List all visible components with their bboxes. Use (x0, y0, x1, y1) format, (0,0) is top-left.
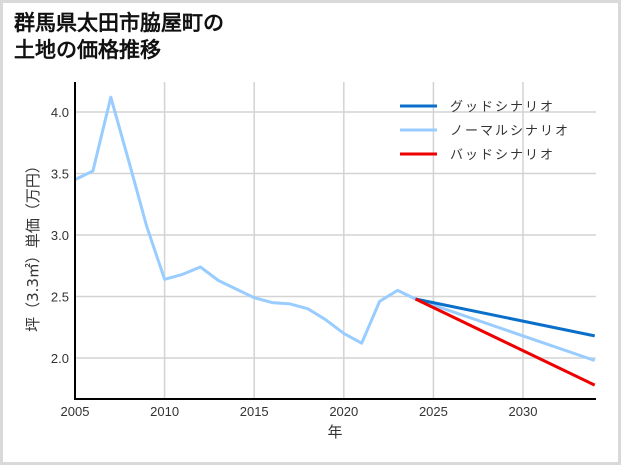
x-axis-label: 年 (327, 423, 342, 441)
series-line (415, 297, 596, 338)
x-tick-label: 2025 (419, 404, 448, 419)
legend-item: バッドシナリオ (400, 148, 555, 163)
legend-label: グッドシナリオ (450, 100, 555, 115)
chart-title-line1: 群馬県太田市脇屋町の (14, 11, 224, 35)
series-line (414, 297, 596, 387)
y-tick-label: 4.0 (51, 105, 69, 120)
data-lines (75, 95, 596, 387)
x-tick-label: 2015 (240, 404, 269, 419)
y-tick-labels: 2.0 2.5 3.0 3.5 4.0 (51, 105, 69, 366)
legend-label: ノーマルシナリオ (450, 124, 570, 139)
series-line (75, 95, 596, 362)
grid-lines (75, 82, 596, 399)
x-tick-label: 2030 (509, 404, 538, 419)
axes (74, 82, 596, 400)
chart-title-line2: 土地の価格推移 (14, 38, 161, 62)
y-axis-label: 坪（3.3㎡）単価（万円） (24, 158, 42, 332)
x-tick-label: 2010 (150, 404, 179, 419)
x-tick-label: 2020 (329, 404, 358, 419)
legend-label: バッドシナリオ (450, 148, 555, 163)
y-tick-label: 3.5 (51, 167, 69, 182)
y-tick-label: 3.0 (51, 228, 69, 243)
y-tick-label: 2.0 (51, 351, 69, 366)
x-tick-label: 2005 (61, 404, 90, 419)
legend-item: グッドシナリオ (400, 100, 555, 115)
x-tick-labels: 2005 2010 2015 2020 2025 2030 (61, 404, 538, 419)
chart-title: 群馬県太田市脇屋町の 土地の価格推移 (14, 10, 224, 64)
legend-item: ノーマルシナリオ (400, 124, 570, 139)
y-tick-label: 2.5 (51, 290, 69, 305)
